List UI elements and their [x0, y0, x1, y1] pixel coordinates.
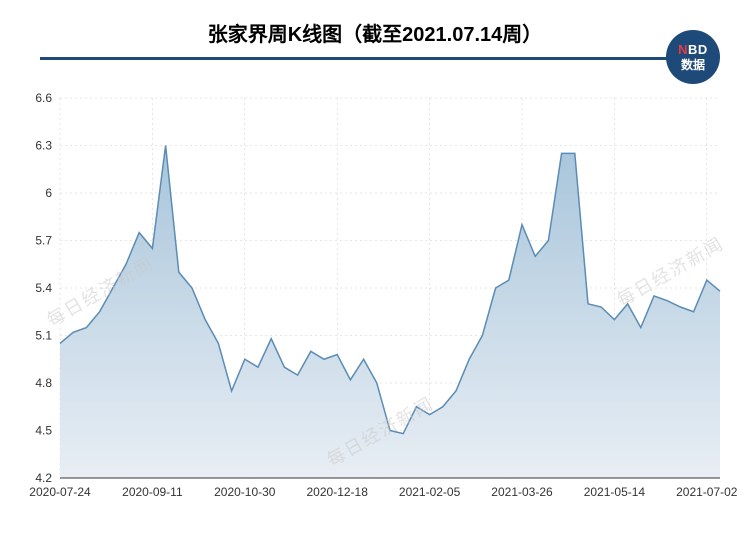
- y-axis-label: 4.5: [35, 424, 52, 438]
- x-axis-label: 2020-09-11: [122, 485, 183, 499]
- chart-area: 4.2 4.5 4.8 5.1 5.4 5.7 6 6.3 6.6 2020-07-24 2020-…: [0, 68, 750, 528]
- y-axis-label: 4.8: [35, 376, 52, 390]
- y-axis-label: 5.4: [35, 281, 52, 295]
- y-axis-label: 4.2: [35, 471, 52, 485]
- x-axis-label: 2020-07-24: [29, 485, 91, 499]
- x-axis-label: 2021-07-02: [676, 485, 738, 499]
- x-axis-label: 2020-12-18: [307, 485, 369, 499]
- x-axis-label: 2020-10-30: [214, 485, 276, 499]
- x-axis-label: 2021-02-05: [399, 485, 461, 499]
- y-axis-label: 5.1: [35, 329, 52, 343]
- area-chart-svg: 4.2 4.5 4.8 5.1 5.4 5.7 6 6.3 6.6 2020-07-24 2020-…: [0, 68, 750, 528]
- chart-title: 张家界周K线图（截至2021.07.14周）: [40, 18, 710, 47]
- y-axis-label: 6.3: [35, 139, 52, 153]
- title-underline: [40, 57, 710, 60]
- y-axis-label: 6: [45, 186, 52, 200]
- x-axis-label: 2021-03-26: [491, 485, 553, 499]
- x-axis-label: 2021-05-14: [584, 485, 646, 499]
- badge-line1: NBD: [678, 42, 708, 58]
- y-axis-label: 6.6: [35, 91, 52, 105]
- y-axis-label: 5.7: [35, 234, 52, 248]
- chart-header: 张家界周K线图（截至2021.07.14周） NBD 数据: [0, 0, 750, 68]
